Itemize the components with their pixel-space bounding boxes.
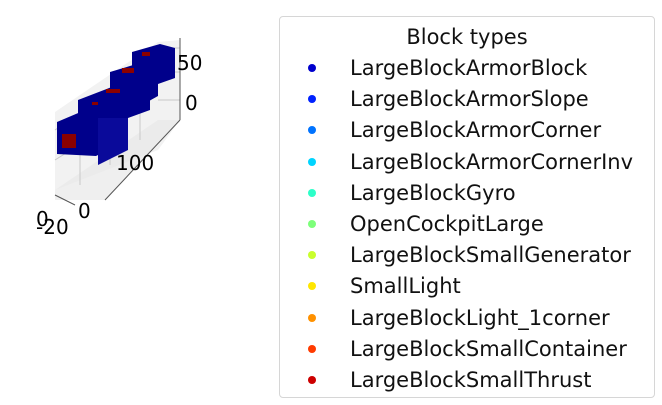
- legend-marker-dot: [308, 220, 316, 228]
- x-tick-label: 100: [116, 151, 154, 175]
- legend-label: LargeBlockArmorBlock: [350, 56, 588, 80]
- block-largeblocksmallthrust: [62, 134, 76, 148]
- legend-marker-dot: [308, 282, 316, 291]
- block-largeblockarmorblock: [98, 104, 128, 165]
- block-largeblocksmallthrust: [142, 52, 150, 56]
- block-largeblocksmallthrust: [92, 102, 98, 105]
- x-tick-label: 0: [78, 199, 91, 223]
- scatter-3d-plot: 50 0 100 0 0 -20: [36, 38, 202, 239]
- legend-entry: LargeBlockSmallGenerator: [280, 242, 654, 270]
- legend-entry: SmallLight: [280, 273, 654, 301]
- legend-label: SmallLight: [350, 274, 461, 299]
- y-tick-label: 0: [36, 207, 49, 231]
- z-tick-label: 50: [177, 51, 202, 75]
- legend: Block types LargeBlockArmorBlock LargeBlo…: [279, 16, 655, 398]
- legend-marker-dot: [308, 95, 316, 104]
- legend-label: LargeBlockLight_1corner: [350, 305, 610, 330]
- plot-area: 50 0 100 0 0 -20: [0, 0, 270, 405]
- legend-entry: LargeBlockArmorCorner: [280, 117, 654, 145]
- block-largeblocksmallthrust: [106, 89, 120, 93]
- z-tick-label: 0: [185, 91, 198, 115]
- legend-label: LargeBlockSmallContainer: [350, 336, 627, 361]
- legend-marker-dot: [308, 344, 316, 353]
- legend-entry: LargeBlockSmallContainer: [280, 336, 654, 364]
- legend-marker-dot: [308, 313, 316, 322]
- legend-label: LargeBlockArmorCornerInv: [350, 149, 634, 174]
- legend-label: LargeBlockSmallGenerator: [350, 243, 631, 268]
- legend-marker-dot: [308, 64, 316, 72]
- axis-lines: [54, 38, 181, 206]
- legend-marker-dot: [308, 251, 316, 260]
- legend-entry: LargeBlockArmorSlope: [280, 86, 654, 114]
- legend-label: LargeBlockSmallThrust: [350, 368, 592, 392]
- floor-pane: [55, 120, 180, 200]
- legend-marker-dot: [308, 376, 316, 384]
- legend-label: OpenCockpitLarge: [350, 212, 544, 236]
- y-tick-label: -20: [36, 215, 69, 239]
- block-largeblockarmorblock: [132, 44, 175, 84]
- legend-label: LargeBlockArmorSlope: [350, 87, 589, 112]
- legend-entry: LargeBlockArmorBlock: [280, 55, 654, 83]
- legend-marker-dot: [308, 126, 316, 135]
- legend-marker-dot: [308, 188, 316, 197]
- blocks: [57, 44, 175, 165]
- legend-label: LargeBlockGyro: [350, 180, 516, 205]
- legend-label: LargeBlockArmorCorner: [350, 118, 602, 143]
- legend-entry: LargeBlockGyro: [280, 180, 654, 208]
- legend-marker-dot: [308, 157, 316, 166]
- legend-entry: LargeBlockLight_1corner: [280, 305, 654, 333]
- legend-entry: LargeBlockArmorCornerInv: [280, 149, 654, 177]
- legend-entry: OpenCockpitLarge: [280, 211, 654, 239]
- legend-title: Block types: [406, 25, 528, 49]
- legend-entry: LargeBlockSmallThrust: [280, 367, 654, 395]
- block-largeblocksmallthrust: [122, 68, 134, 73]
